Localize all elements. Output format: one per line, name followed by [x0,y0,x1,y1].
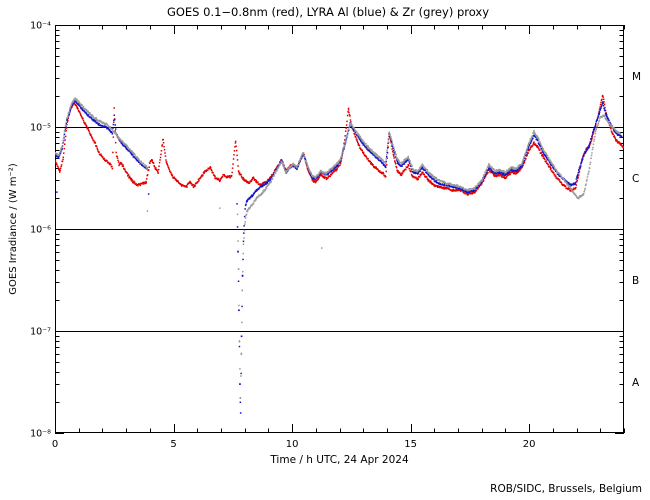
x-tick-label: 15 [404,439,417,450]
flare-class-label-m: M [632,71,641,83]
axis-labels: 0 5 10 15 20 10⁻⁴ 10⁻⁵ 10⁻⁶ 10⁻⁷ 10⁻⁸ Time / h UTC… [8,21,641,467]
x-tick-label: 5 [170,439,176,450]
x-tick-label: 10 [286,439,299,450]
axes [55,25,625,434]
x-axis-title: Time / h UTC, 24 Apr 2024 [269,454,409,466]
y-tick-label: 10⁻⁴ [30,21,51,32]
y-tick-label: 10⁻⁵ [30,123,51,134]
series-goes-0-1-0-8nm [55,94,624,196]
x-tick-label: 0 [52,439,58,450]
flare-class-label-b: B [632,275,639,287]
flare-class-label-a: A [632,377,640,389]
series-lyra-zr-proxy [55,97,622,399]
credit-text: ROB/SIDC, Brussels, Belgium [490,483,642,495]
x-tick-label: 20 [523,439,536,450]
y-tick-label: 10⁻⁶ [30,225,51,236]
chart-title: GOES 0.1−0.8nm (red), LYRA Al (blue) & Z… [166,5,490,19]
y-tick-label: 10⁻⁸ [30,429,51,440]
y-tick-label: 10⁻⁷ [30,327,51,338]
y-axis-title: GOES Irradiance / (W m⁻²) [8,163,19,295]
flare-class-label-c: C [632,173,639,185]
